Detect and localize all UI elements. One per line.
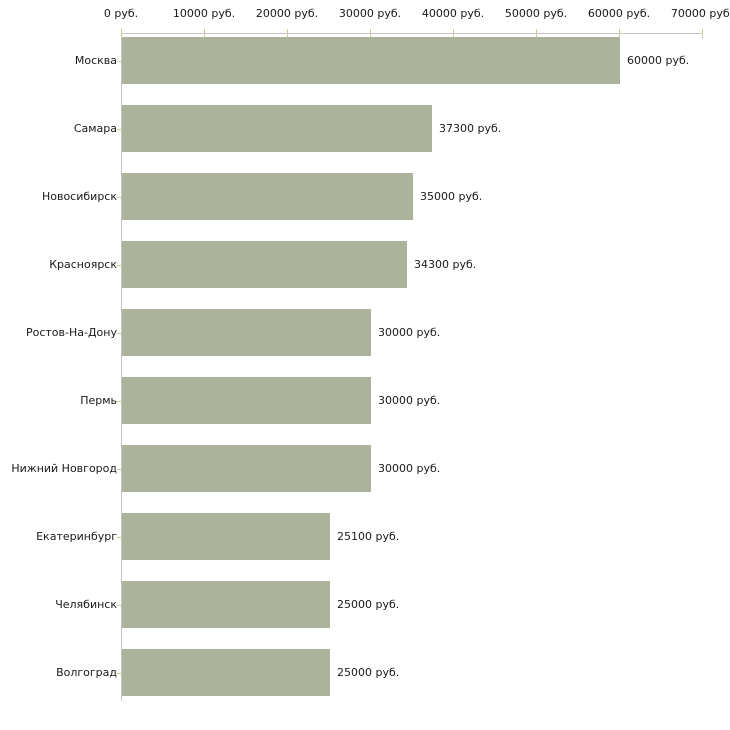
value-label: 30000 руб.	[378, 325, 441, 339]
value-label: 30000 руб.	[378, 461, 441, 475]
bar	[122, 513, 330, 560]
category-label: Красноярск	[49, 257, 117, 271]
category-label: Самара	[73, 121, 117, 135]
x-axis-tick	[536, 29, 537, 38]
value-label: 34300 руб.	[414, 257, 477, 271]
x-axis-tick-label: 10000 руб.	[172, 7, 236, 20]
x-axis-tick-label: 40000 руб.	[421, 7, 485, 20]
bar	[122, 105, 432, 152]
category-tick	[117, 468, 125, 470]
x-axis-line	[121, 33, 703, 34]
category-label: Пермь	[80, 393, 117, 407]
value-label: 37300 руб.	[439, 121, 502, 135]
category-tick	[117, 672, 125, 674]
y-axis-line	[121, 28, 122, 701]
category-label: Волгоград	[56, 665, 117, 679]
category-tick	[117, 536, 125, 538]
bar	[122, 241, 407, 288]
bar	[122, 581, 330, 628]
category-label: Екатеринбург	[36, 529, 117, 543]
value-label: 25100 руб.	[337, 529, 400, 543]
bar	[122, 445, 371, 492]
x-axis-tick	[453, 29, 454, 38]
category-label: Москва	[74, 53, 117, 67]
category-label: Ростов-На-Дону	[25, 325, 117, 339]
category-tick	[117, 128, 125, 130]
category-tick	[117, 196, 125, 198]
x-axis-tick	[370, 29, 371, 38]
value-label: 25000 руб.	[337, 597, 400, 611]
x-axis-tick-label: 0 руб.	[103, 7, 139, 20]
x-axis-tick-label: 30000 руб.	[338, 7, 402, 20]
category-label: Новосибирск	[41, 189, 117, 203]
x-axis-tick-label: 70000 руб.	[670, 7, 730, 20]
value-label: 25000 руб.	[337, 665, 400, 679]
category-tick	[117, 400, 125, 402]
value-label: 30000 руб.	[378, 393, 441, 407]
x-axis-tick	[702, 29, 703, 38]
x-axis-tick	[619, 29, 620, 38]
x-axis-tick	[204, 29, 205, 38]
bar	[122, 173, 413, 220]
value-label: 35000 руб.	[420, 189, 483, 203]
x-axis-tick	[121, 29, 122, 38]
category-tick	[117, 332, 125, 334]
value-label: 60000 руб.	[627, 53, 690, 67]
x-axis-tick-label: 50000 руб.	[504, 7, 568, 20]
bar	[122, 37, 620, 84]
x-axis-tick-label: 60000 руб.	[587, 7, 651, 20]
category-tick	[117, 604, 125, 606]
category-label: Челябинск	[55, 597, 117, 611]
x-axis-tick-label: 20000 руб.	[255, 7, 319, 20]
bar	[122, 649, 330, 696]
category-label: Нижний Новгород	[11, 461, 117, 475]
category-tick	[117, 60, 125, 62]
bar	[122, 309, 371, 356]
category-tick	[117, 264, 125, 266]
x-axis-tick	[287, 29, 288, 38]
bar	[122, 377, 371, 424]
